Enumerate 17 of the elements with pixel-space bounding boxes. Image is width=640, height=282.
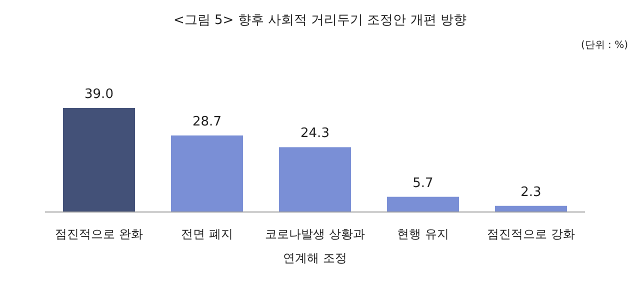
data-label: 5.7	[412, 176, 434, 191]
bar	[387, 196, 459, 212]
x-tick-label: 코로나발생 상황과 연계해 조정	[265, 227, 365, 265]
data-label: 28.7	[192, 114, 222, 130]
data-label: 2.3	[520, 184, 542, 200]
chart-title: <그림 5> 향후 사회적 거리두기 조정안 개편 방향	[174, 13, 466, 28]
bar	[495, 206, 567, 212]
x-tick-label: 전면 폐지	[181, 227, 233, 241]
data-label: 39.0	[84, 87, 114, 102]
bar	[171, 135, 243, 212]
bar	[279, 147, 351, 212]
text: (단위 : %)	[580, 40, 628, 51]
data-label: 24.3	[300, 126, 330, 142]
x-tick-label: 점진적으로 완화	[55, 227, 143, 241]
x-tick-label: 점진적으로 강화	[487, 227, 575, 241]
bar	[63, 108, 135, 212]
x-tick-label: 현행 유지	[397, 227, 449, 241]
